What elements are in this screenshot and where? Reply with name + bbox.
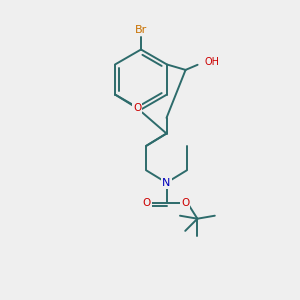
Text: OH: OH xyxy=(205,57,220,67)
Text: O: O xyxy=(133,103,141,113)
Text: O: O xyxy=(181,198,190,208)
Text: N: N xyxy=(162,178,171,188)
Text: Br: Br xyxy=(135,25,147,35)
Text: O: O xyxy=(142,198,151,208)
